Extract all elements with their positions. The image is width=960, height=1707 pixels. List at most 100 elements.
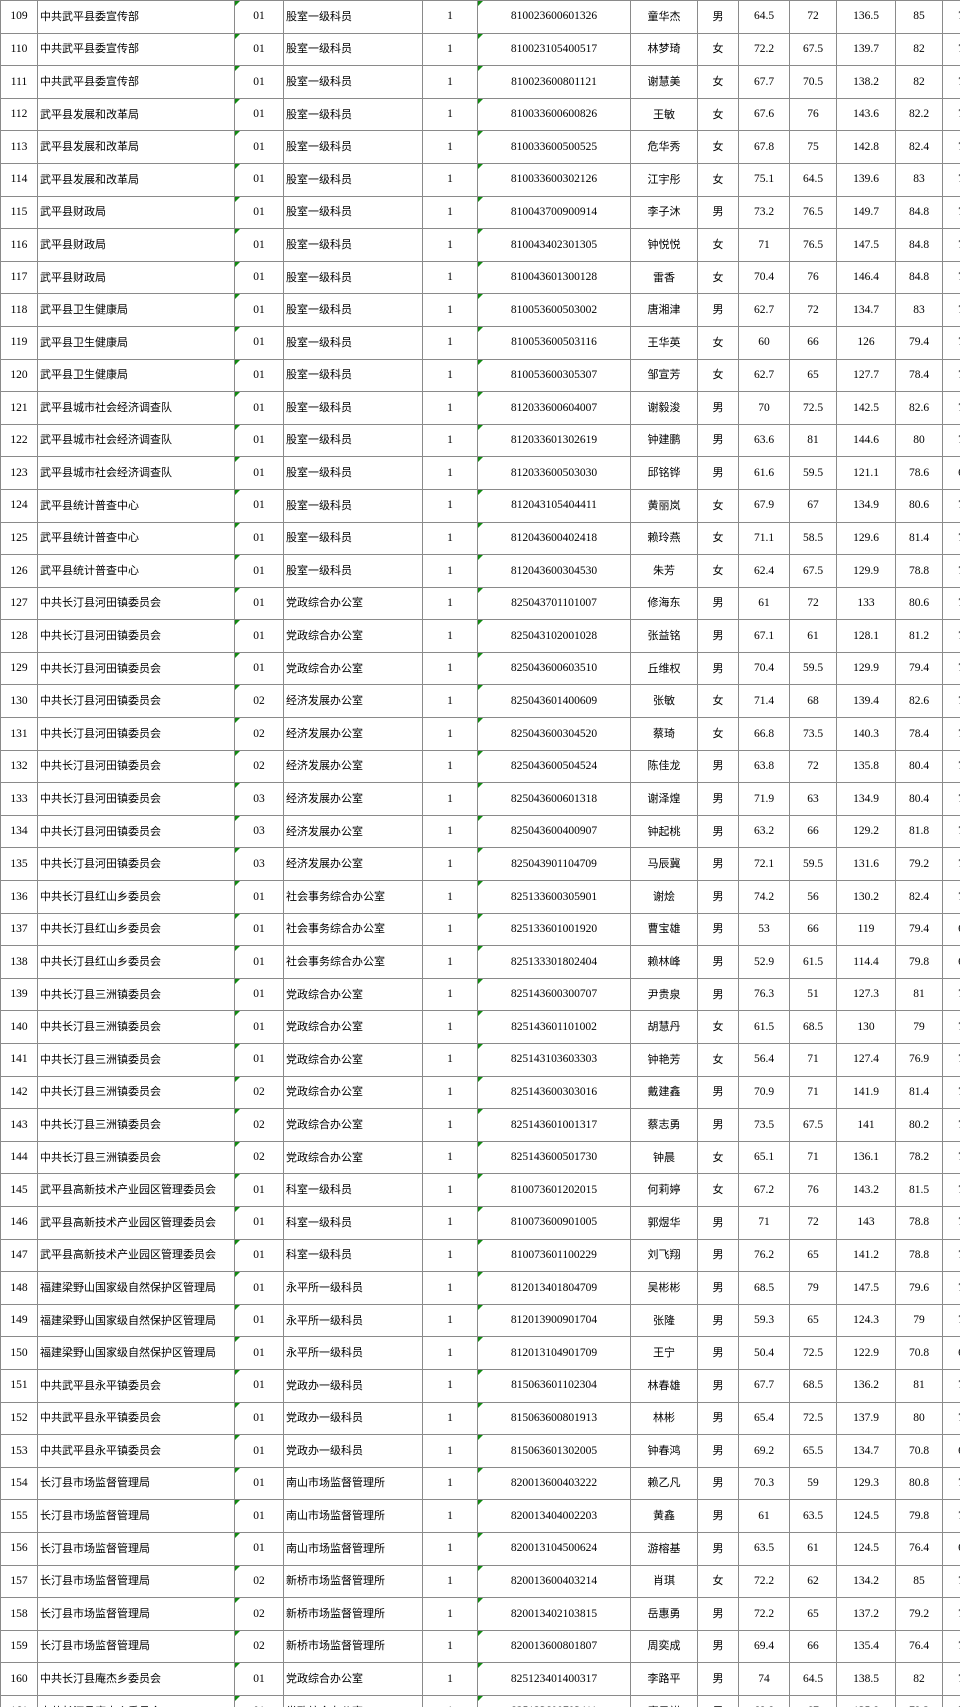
cell-s3: 82.2 xyxy=(895,97,943,132)
cell-s3: 79.4 xyxy=(895,651,943,686)
cell-post: 党政综合办公室 xyxy=(283,1694,423,1707)
cell-s1: 71 xyxy=(738,1205,790,1240)
cell-name: 钟艳芳 xyxy=(630,1043,698,1077)
cell-num: 1 xyxy=(422,488,478,523)
cell-seq: 159 xyxy=(0,1629,38,1664)
cell-s2: 65 xyxy=(789,1238,837,1273)
cell-total: 71.03 xyxy=(942,1499,960,1533)
cell-code: 01 xyxy=(234,325,284,360)
cell-s1: 52.9 xyxy=(738,945,790,979)
cell-num: 1 xyxy=(422,847,478,882)
cell-seq: 125 xyxy=(0,521,38,556)
cell-s2: 67 xyxy=(789,488,837,523)
cell-total: 76.05 xyxy=(942,1564,960,1599)
cell-num: 1 xyxy=(422,1694,478,1707)
cell-num: 1 xyxy=(422,65,478,99)
cell-name: 蔡志勇 xyxy=(630,1108,698,1142)
cell-num: 1 xyxy=(422,325,478,360)
cell-s3: 78.8 xyxy=(895,1205,943,1240)
table-row: 158 长汀县市场监督管理局 02 新桥市场监督管理所 1 820013402103815… xyxy=(0,1597,960,1631)
cell-sum: 133 xyxy=(836,586,896,621)
cell-s2: 64.5 xyxy=(789,1662,837,1696)
cell-id: 810053600503116 xyxy=(477,325,631,360)
cell-sum: 134.9 xyxy=(836,488,896,523)
table-row: 138 中共长汀县红山乡委员会 01 社会事务综合办公室 1 82513330180240… xyxy=(0,945,960,979)
table-row: 109 中共武平县委宣传部 01 股室一级科员 1 810023600601326 童华杰男… xyxy=(0,0,960,34)
cell-s3: 78.6 xyxy=(895,456,943,490)
table-row: 147 武平县高新技术产业园区管理委员会 01 科室一级科员 1 810073601100… xyxy=(0,1238,960,1273)
cell-code: 01 xyxy=(234,195,284,230)
cell-s1: 71.4 xyxy=(738,684,790,719)
cell-num: 1 xyxy=(422,1531,478,1566)
cell-s3: 84.8 xyxy=(895,195,943,230)
cell-id: 810023600801121 xyxy=(477,65,631,99)
cell-num: 1 xyxy=(422,195,478,230)
cell-s3: 85 xyxy=(895,0,943,34)
cell-s1: 61.5 xyxy=(738,1010,790,1044)
table-row: 130 中共长汀县河田镇委员会 02 经济发展办公室 1 825043601400609 张… xyxy=(0,684,960,719)
cell-post: 社会事务综合办公室 xyxy=(283,912,423,947)
cell-post: 社会事务综合办公室 xyxy=(283,945,423,979)
cell-id: 825143600303016 xyxy=(477,1075,631,1110)
cell-s1: 73.5 xyxy=(738,1108,790,1142)
cell-s2: 81 xyxy=(789,423,837,458)
cell-name: 游榕基 xyxy=(630,1531,698,1566)
table-row: 156 长汀县市场监督管理局 01 南山市场监督管理所 1 820013104500624… xyxy=(0,1531,960,1566)
cell-code: 01 xyxy=(234,488,284,523)
cell-total: 73.75 xyxy=(942,880,960,914)
cell-code: 02 xyxy=(234,1108,284,1142)
cell-seq: 130 xyxy=(0,684,38,719)
cell-code: 02 xyxy=(234,1629,284,1664)
cell-s2: 73.5 xyxy=(789,717,837,751)
table-row: 129 中共长汀县河田镇委员会 01 党政综合办公室 1 825043600603510 丘… xyxy=(0,651,960,686)
cell-org: 中共武平县永平镇委员会 xyxy=(37,1401,235,1436)
cell-s2: 56 xyxy=(789,880,837,914)
cell-post: 股室一级科员 xyxy=(283,293,423,327)
table-row: 111 中共武平县委宣传部 01 股室一级科员 1 810023600801121 谢慧美女… xyxy=(0,65,960,99)
cell-s3: 81.8 xyxy=(895,814,943,849)
cell-s3: 79.8 xyxy=(895,945,943,979)
cell-post: 永平所一级科员 xyxy=(283,1303,423,1338)
table-row: 125 武平县统计普查中心 01 股室一级科员 1 812043600402418 赖玲燕女… xyxy=(0,521,960,556)
cell-s2: 72.5 xyxy=(789,391,837,425)
cell-num: 1 xyxy=(422,1434,478,1468)
cell-num: 1 xyxy=(422,912,478,947)
cell-sum: 143.2 xyxy=(836,1173,896,1207)
cell-total: 79.28 xyxy=(942,228,960,262)
cell-name: 戴建鑫 xyxy=(630,1075,698,1110)
cell-sex: 女 xyxy=(697,32,739,67)
cell-total: 72.05 xyxy=(942,1629,960,1664)
cell-name: 黄鑫 xyxy=(630,1499,698,1533)
cell-post: 新桥市场监督管理所 xyxy=(283,1597,423,1631)
cell-name: 何莉婷 xyxy=(630,1173,698,1207)
cell-id: 810043601300128 xyxy=(477,260,631,295)
cell-code: 01 xyxy=(234,1434,284,1468)
cell-s1: 69.4 xyxy=(738,1629,790,1664)
cell-num: 1 xyxy=(422,1564,478,1599)
cell-seq: 147 xyxy=(0,1238,38,1273)
cell-seq: 145 xyxy=(0,1173,38,1207)
table-row: 152 中共武平县永平镇委员会 01 党政办一级科员 1 815063600801913 林… xyxy=(0,1401,960,1436)
cell-org: 武平县城市社会经济调查队 xyxy=(37,423,235,458)
cell-seq: 146 xyxy=(0,1205,38,1240)
cell-id: 810033600600826 xyxy=(477,97,631,132)
cell-name: 肖琪 xyxy=(630,1564,698,1599)
cell-org: 中共长汀县三洲镇委员会 xyxy=(37,1075,235,1110)
cell-seq: 149 xyxy=(0,1303,38,1338)
cell-seq: 141 xyxy=(0,1043,38,1077)
cell-id: 825043701101007 xyxy=(477,586,631,621)
cell-org: 中共长汀县庵杰乡委员会 xyxy=(37,1662,235,1696)
cell-total: 75.55 xyxy=(942,65,960,99)
cell-sex: 男 xyxy=(697,1597,739,1631)
cell-s3: 79.4 xyxy=(895,325,943,360)
table-row: 127 中共长汀县河田镇委员会 01 党政综合办公室 1 825043701101007 修… xyxy=(0,586,960,621)
cell-sex: 男 xyxy=(697,1499,739,1533)
cell-id: 820013402103815 xyxy=(477,1597,631,1631)
cell-org: 武平县统计普查中心 xyxy=(37,488,235,523)
cell-sum: 147.5 xyxy=(836,228,896,262)
cell-s1: 61 xyxy=(738,586,790,621)
cell-num: 1 xyxy=(422,1140,478,1175)
cell-sum: 129.6 xyxy=(836,521,896,556)
cell-name: 陈佳龙 xyxy=(630,749,698,784)
